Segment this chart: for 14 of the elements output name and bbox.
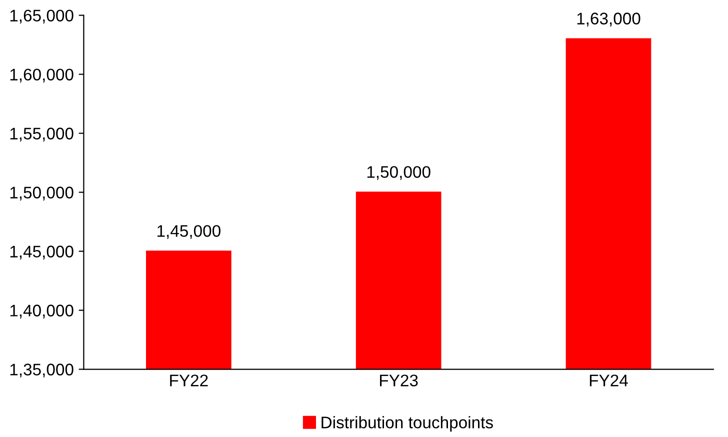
y-tick-label: 1,60,000: [10, 68, 74, 82]
legend-label: Distribution touchpoints: [322, 416, 493, 432]
y-tick-label: 1,55,000: [10, 128, 74, 142]
y-tick-label: 1,45,000: [10, 246, 74, 260]
data-label: 1,45,000: [158, 225, 220, 239]
y-tick-label: 1,50,000: [10, 186, 74, 200]
y-tick-label: 1,65,000: [10, 10, 74, 24]
x-tick-label: FY24: [590, 374, 628, 386]
data-label: 1,50,000: [367, 166, 430, 180]
x-tick-label: FY23: [380, 374, 418, 386]
y-tick-label: 1,35,000: [10, 364, 74, 378]
x-tick-label: FY22: [170, 374, 208, 386]
data-label: 1,63,000: [577, 12, 640, 26]
y-tick-label: 1,40,000: [10, 304, 74, 318]
